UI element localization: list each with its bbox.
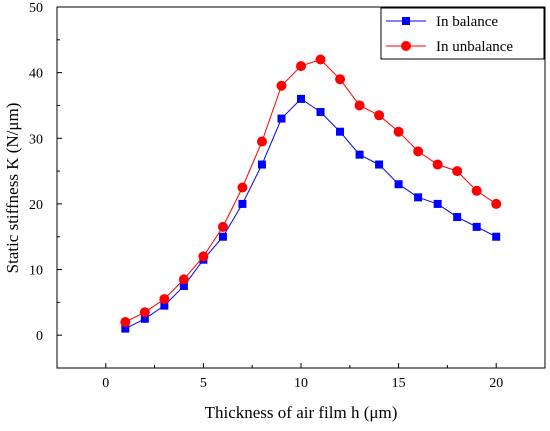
data-point xyxy=(393,126,404,137)
data-point xyxy=(218,232,227,241)
legend: In balance In unbalance xyxy=(380,7,545,60)
data-point xyxy=(315,54,326,65)
y-tick-label: 20 xyxy=(29,198,43,213)
y-tick-label: 40 xyxy=(29,67,43,82)
data-point xyxy=(453,213,462,222)
y-tick-label: 50 xyxy=(29,1,43,16)
x-tick-label: 10 xyxy=(294,376,308,391)
data-point xyxy=(237,182,248,193)
data-point xyxy=(413,146,424,157)
data-point xyxy=(178,274,189,285)
legend-entry: In balance xyxy=(386,14,498,30)
legend-marker xyxy=(401,41,411,51)
data-point xyxy=(452,166,463,177)
data-point xyxy=(238,199,247,208)
data-point xyxy=(335,74,346,85)
data-point xyxy=(492,232,501,241)
series-2 xyxy=(120,54,502,328)
data-point xyxy=(159,294,170,305)
series-line xyxy=(125,98,497,330)
data-point xyxy=(316,108,325,117)
data-point xyxy=(296,61,306,72)
data-point xyxy=(121,324,130,333)
data-point xyxy=(355,150,364,159)
data-point xyxy=(120,317,131,328)
legend-marker xyxy=(402,17,410,25)
data-point xyxy=(198,251,209,262)
x-tick-label: 20 xyxy=(489,376,503,391)
data-point xyxy=(257,160,266,169)
data-point xyxy=(277,114,286,123)
data-point xyxy=(375,160,384,169)
data-point xyxy=(276,80,287,91)
x-tick-label: 5 xyxy=(200,376,207,391)
data-point xyxy=(471,185,482,196)
data-point xyxy=(433,199,442,208)
x-tick-label: 0 xyxy=(102,376,109,391)
data-point xyxy=(354,100,365,111)
data-point xyxy=(297,94,305,103)
y-axis-title: Static stiffness K (N/μm) xyxy=(3,103,22,274)
y-tick-label: 10 xyxy=(29,264,43,279)
series-layer xyxy=(120,54,502,333)
data-point xyxy=(217,221,228,232)
x-axis: 0 5 10 15 20 xyxy=(102,363,503,391)
x-axis-title: Thickness of air film h (μm) xyxy=(205,403,398,422)
series-1 xyxy=(121,94,501,333)
data-point xyxy=(139,307,150,318)
legend-label: In balance xyxy=(436,14,498,30)
data-point xyxy=(374,110,385,121)
data-point xyxy=(472,222,481,231)
data-point xyxy=(336,127,345,136)
data-point xyxy=(414,193,423,202)
data-point xyxy=(179,281,188,290)
y-axis: 0 10 20 30 40 50 xyxy=(29,1,62,344)
data-point xyxy=(160,301,169,310)
data-point xyxy=(140,314,149,323)
legend-entry: In unbalance xyxy=(386,39,513,55)
data-point xyxy=(491,198,502,209)
y-tick-label: 0 xyxy=(36,329,43,344)
data-point xyxy=(432,159,443,170)
data-point xyxy=(394,180,403,189)
y-tick-label: 30 xyxy=(29,132,43,147)
legend-label: In unbalance xyxy=(436,39,513,55)
x-tick-label: 15 xyxy=(392,376,406,391)
data-point xyxy=(256,136,267,147)
